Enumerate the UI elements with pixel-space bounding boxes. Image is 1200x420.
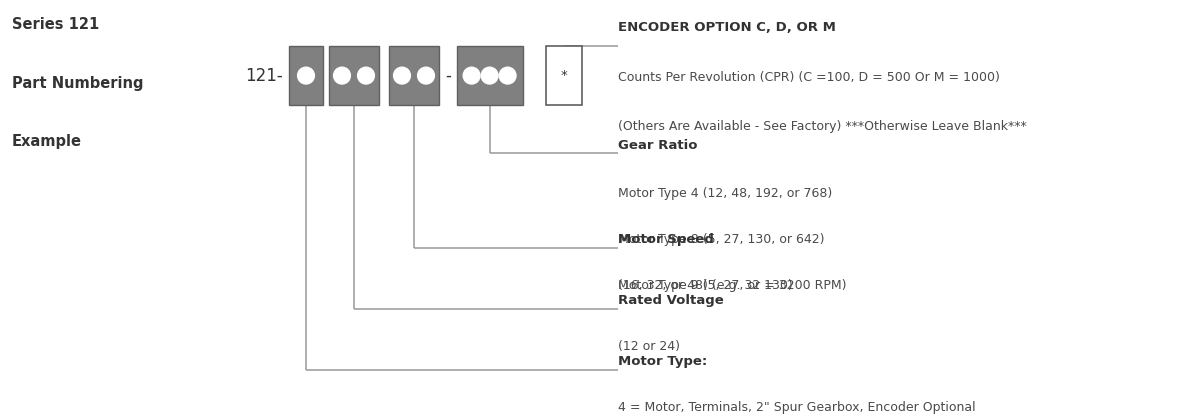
Text: Counts Per Revolution (CPR) (C =100, D = 500 Or M = 1000): Counts Per Revolution (CPR) (C =100, D =… [618,71,1000,84]
Text: (12 or 24): (12 or 24) [618,340,680,353]
Text: Motor Speed: Motor Speed [618,233,714,246]
Bar [389,46,439,105]
Ellipse shape [418,67,434,84]
Bar [289,46,323,105]
Text: Part Numbering: Part Numbering [12,76,144,91]
Text: Rated Voltage: Rated Voltage [618,294,724,307]
Bar [546,46,582,105]
Ellipse shape [298,67,314,84]
Text: Series 121: Series 121 [12,17,100,32]
Text: (Others Are Available - See Factory) ***Otherwise Leave Blank***: (Others Are Available - See Factory) ***… [618,120,1027,133]
Text: (16, 32, or 48) (e.g. 32 = 3200 RPM): (16, 32, or 48) (e.g. 32 = 3200 RPM) [618,279,846,292]
Text: 121-: 121- [246,67,283,84]
Text: Example: Example [12,134,82,150]
Text: *: * [560,69,568,82]
Text: ENCODER OPTION C, D, OR M: ENCODER OPTION C, D, OR M [618,21,836,34]
Ellipse shape [499,67,516,84]
Ellipse shape [334,67,350,84]
Text: 4 = Motor, Terminals, 2" Spur Gearbox, Encoder Optional: 4 = Motor, Terminals, 2" Spur Gearbox, E… [618,401,976,414]
Ellipse shape [358,67,374,84]
Text: Motor Type:: Motor Type: [618,355,707,368]
Bar [456,46,522,105]
Bar [329,46,379,105]
Ellipse shape [394,67,410,84]
Text: Motor Type 4 (12, 48, 192, or 768): Motor Type 4 (12, 48, 192, or 768) [618,187,833,200]
Text: Motor Type 9 (5, 27, or 130): Motor Type 9 (5, 27, or 130) [618,279,793,292]
Text: Gear Ratio: Gear Ratio [618,139,697,152]
Text: Motor Type 8 (5, 27, 130, or 642): Motor Type 8 (5, 27, 130, or 642) [618,233,824,246]
Text: -: - [445,67,451,84]
Ellipse shape [463,67,480,84]
Ellipse shape [481,67,498,84]
